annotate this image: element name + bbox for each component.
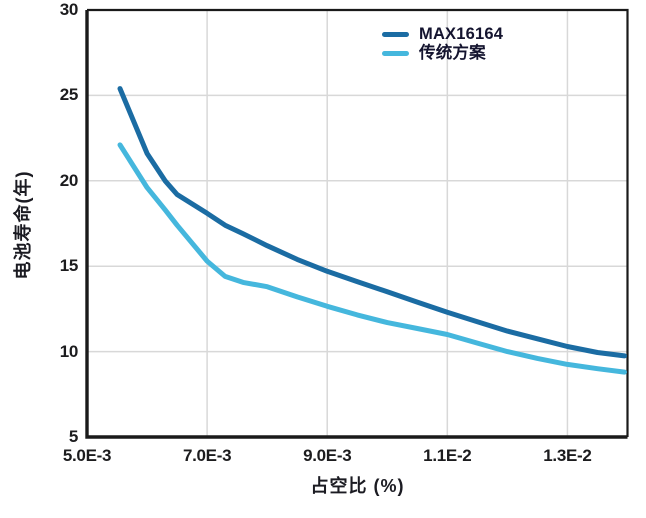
legend-item-max16164: MAX16164 (382, 25, 503, 44)
x-tick-label-9.0E-3: 9.0E-3 (303, 446, 352, 465)
plot-border-top-right (87, 8, 629, 437)
y-tick-label-25: 25 (59, 85, 79, 105)
x-tick-label-1.1E-2: 1.1E-2 (423, 446, 472, 465)
x-tick-label-7.0E-3: 7.0E-3 (182, 446, 232, 465)
legend-label-traditional: 传统方案 (419, 44, 486, 62)
y-tick-label-20: 20 (59, 170, 79, 190)
y-axis-title: 电池寿命(年) (13, 170, 33, 280)
legend-item-traditional: 传统方案 (382, 44, 503, 63)
y-tick-label-10: 10 (59, 341, 79, 361)
legend: MAX16164 传统方案 (382, 25, 503, 63)
legend-line-max16164-icon (382, 32, 409, 37)
plot-border-left-bottom (85, 10, 628, 439)
y-tick-label-5: 5 (68, 427, 78, 446)
y-tick-label-15: 15 (59, 256, 79, 276)
series-line-traditional (117, 142, 627, 375)
x-axis-title: 占空比 (%) (310, 476, 405, 496)
legend-label-max16164: MAX16164 (419, 25, 504, 43)
x-tick-label-5.0E-3: 5.0E-3 (62, 446, 112, 465)
y-tick-label-30: 30 (59, 0, 79, 19)
legend-line-traditional-icon (382, 51, 409, 56)
x-tick-label-1.3E-2: 1.3E-2 (543, 446, 592, 465)
series-line-max16164 (117, 86, 627, 359)
